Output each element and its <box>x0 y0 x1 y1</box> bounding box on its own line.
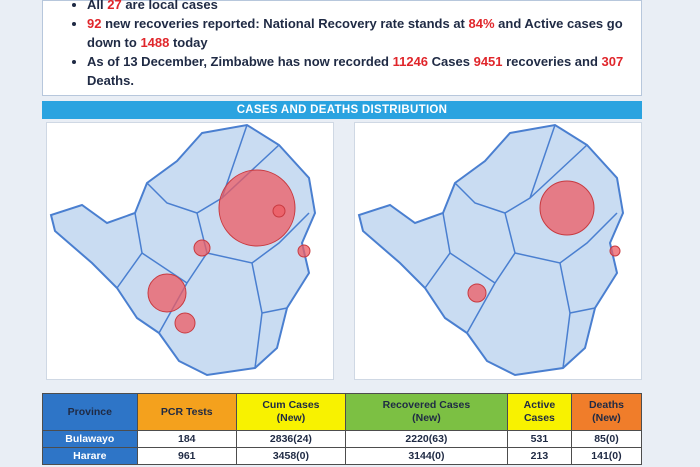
bulawayo-bubble <box>467 283 487 303</box>
case-bubbles <box>147 169 311 334</box>
table-cell: 531 <box>506 430 572 448</box>
bullet-text: recoveries and <box>502 54 602 69</box>
bullet-text: are local cases <box>121 0 218 12</box>
highlight-value: 92 <box>87 16 102 31</box>
bullet-text: As of 13 December, Zimbabwe has now reco… <box>87 54 393 69</box>
summary-bullets: All 27 are local cases92 new recoveries … <box>42 0 642 96</box>
table-cell: 2836(24) <box>235 430 346 448</box>
column-header: PCR Tests <box>136 393 237 431</box>
column-header: Active Cases <box>506 393 572 431</box>
header-subline: Cases <box>523 412 555 424</box>
table-cell: 2220(63) <box>344 430 508 448</box>
highlight-value: 27 <box>107 0 122 12</box>
column-header: Province <box>42 393 138 431</box>
table-cell: 213 <box>506 447 572 465</box>
highlight-value: 11246 <box>392 54 429 69</box>
highlight-value: 1488 <box>140 35 170 50</box>
midlands-bubble <box>193 239 211 257</box>
bullet-text: today <box>169 35 208 50</box>
header-line: Active <box>523 399 556 411</box>
table-cell: 184 <box>136 430 237 448</box>
deaths-map-panel <box>354 122 642 380</box>
bullet-text: Deaths. <box>87 73 134 88</box>
manicaland-bubble <box>609 245 621 257</box>
column-header: Recovered Cases (New) <box>344 393 508 431</box>
bullet-text: All <box>87 0 108 12</box>
header-line: Deaths <box>588 399 624 411</box>
header-subline: (New) <box>412 412 441 424</box>
bullet-text: new recoveries reported: National Recove… <box>101 16 469 31</box>
table-cell: 3458(0) <box>235 447 346 465</box>
highlight-value: 84% <box>468 16 495 31</box>
province-borders <box>424 124 618 369</box>
table-cell: 961 <box>136 447 237 465</box>
bullet-item: As of 13 December, Zimbabwe has now reco… <box>87 52 627 90</box>
cases-map-panel <box>46 122 334 380</box>
province-name: Harare <box>42 447 138 465</box>
header-line: PCR Tests <box>160 405 213 418</box>
bullet-item: All 27 are local cases <box>87 0 627 14</box>
harare-bubble <box>539 180 595 236</box>
manicaland-bubble <box>297 244 311 258</box>
header-line: Recovered Cases <box>382 399 471 411</box>
header-subline: (New) <box>276 412 306 424</box>
table-cell: 3144(0) <box>344 447 508 465</box>
table-row: Bulawayo 184 2836(24) 2220(63) 531 85(0) <box>42 430 643 448</box>
province-name: Bulawayo <box>42 430 138 448</box>
column-header: Cum Cases (New) <box>235 393 346 431</box>
table-cell: 141(0) <box>570 447 643 465</box>
column-header: Deaths (New) <box>570 393 643 431</box>
header-subline: (New) <box>592 412 621 424</box>
bullet-text: Cases <box>428 54 474 69</box>
table-header-row: Province PCR Tests Cum Cases (New) Recovered… <box>42 393 643 431</box>
death-bubbles <box>467 180 621 303</box>
table-cell: 85(0) <box>570 430 643 448</box>
section-banner: CASES AND DEATHS DISTRIBUTION <box>42 101 642 119</box>
bullet-list: All 27 are local cases92 new recoveries … <box>69 0 627 90</box>
bullet-item: 92 new recoveries reported: National Rec… <box>87 14 627 52</box>
header-line: Province <box>67 405 112 418</box>
table-row: Harare 961 3458(0) 3144(0) 213 141(0) <box>42 447 643 465</box>
cases-map <box>49 123 317 377</box>
zimbabwe-outline <box>49 123 317 377</box>
matabeleland-south-bubble <box>174 312 196 334</box>
deaths-map <box>357 123 625 377</box>
table-body: Bulawayo 184 2836(24) 2220(63) 531 85(0) Harar… <box>42 430 643 465</box>
bulawayo-bubble <box>147 273 187 313</box>
province-stats-table: Province PCR Tests Cum Cases (New) Recovered… <box>42 393 643 465</box>
highlight-value: 307 <box>601 54 624 69</box>
highlight-value: 9451 <box>473 54 503 69</box>
mashonaland-east-bubble <box>272 204 286 218</box>
bullet-text: and Active cases go down to <box>87 16 623 50</box>
header-line: Cum Cases <box>262 399 320 411</box>
harare-bubble <box>218 169 296 247</box>
zimbabwe-outline <box>357 123 625 377</box>
